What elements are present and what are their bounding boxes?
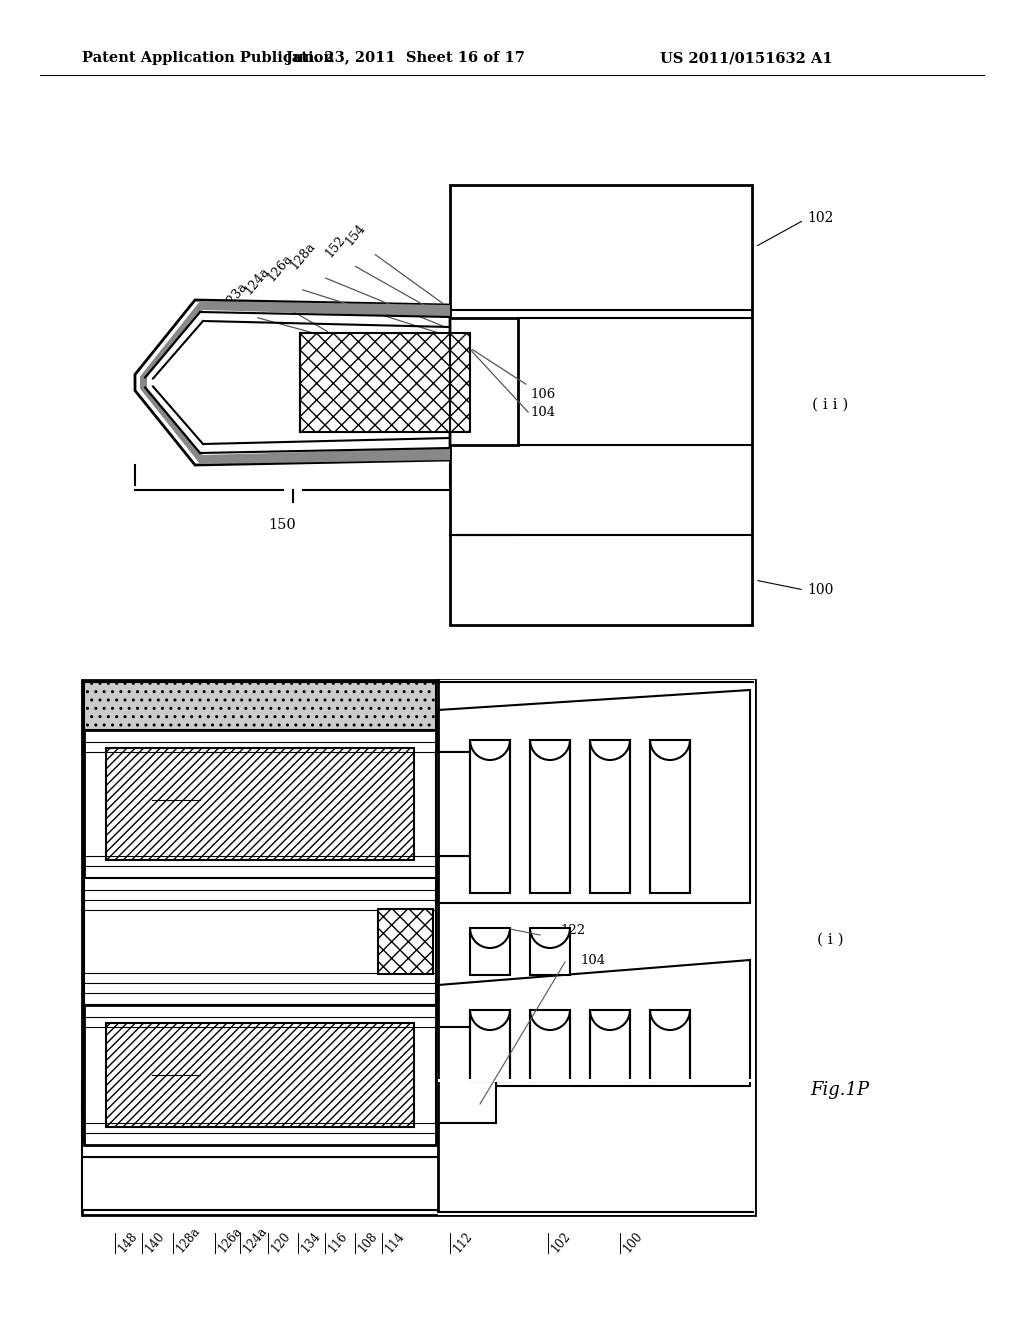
Text: 104: 104 <box>580 953 605 966</box>
Polygon shape <box>450 185 752 624</box>
Bar <box>650 741 690 894</box>
Text: 106: 106 <box>472 350 555 401</box>
Text: 148: 148 <box>116 1230 140 1255</box>
Text: 104: 104 <box>530 405 555 418</box>
Polygon shape <box>438 690 750 903</box>
Text: 100: 100 <box>621 1229 645 1255</box>
Text: 154: 154 <box>343 222 368 248</box>
Bar <box>84 1005 436 1144</box>
Text: 124a: 124a <box>241 1224 269 1255</box>
Bar <box>82 1081 755 1109</box>
Polygon shape <box>140 301 450 465</box>
Text: 150: 150 <box>268 517 296 532</box>
Text: 112: 112 <box>451 1230 475 1255</box>
Text: ( i ): ( i ) <box>817 933 844 946</box>
Bar <box>530 741 570 894</box>
Text: Patent Application Publication: Patent Application Publication <box>82 51 334 65</box>
Bar <box>438 680 755 1214</box>
Text: 120: 120 <box>269 1230 293 1255</box>
Bar <box>82 1158 755 1210</box>
Bar <box>84 730 436 878</box>
Bar <box>82 1109 755 1158</box>
Bar <box>106 1023 414 1127</box>
Text: 142: 142 <box>115 793 141 807</box>
Text: 134: 134 <box>299 1229 324 1255</box>
Bar <box>590 1010 630 1081</box>
Text: 126a: 126a <box>265 252 295 284</box>
Text: 124a: 124a <box>242 264 272 297</box>
Text: ( i i ): ( i i ) <box>812 399 848 412</box>
Bar <box>84 878 436 1005</box>
Text: Jun. 23, 2011  Sheet 16 of 17: Jun. 23, 2011 Sheet 16 of 17 <box>286 51 524 65</box>
Bar <box>470 928 510 975</box>
Text: 102: 102 <box>549 1230 573 1255</box>
Text: 116: 116 <box>326 1230 350 1255</box>
Text: US 2011/0151632 A1: US 2011/0151632 A1 <box>660 51 833 65</box>
Text: 123a: 123a <box>220 280 250 312</box>
Bar <box>436 752 473 855</box>
Bar <box>438 1078 755 1082</box>
Bar <box>470 1010 510 1081</box>
Text: 126a: 126a <box>216 1224 245 1255</box>
Bar <box>530 1010 570 1081</box>
Text: 114: 114 <box>383 1230 408 1255</box>
Text: 122: 122 <box>560 924 585 936</box>
Bar <box>84 1081 436 1140</box>
Text: Fig.1P: Fig.1P <box>810 1081 869 1100</box>
Bar <box>470 741 510 894</box>
Bar <box>378 909 433 974</box>
Text: 108: 108 <box>356 1230 380 1255</box>
Bar <box>590 741 630 894</box>
Polygon shape <box>135 300 450 465</box>
Bar <box>82 680 755 1214</box>
Bar <box>106 748 414 861</box>
Text: 140: 140 <box>143 1229 167 1255</box>
Text: 152: 152 <box>323 234 348 260</box>
Bar <box>300 333 470 432</box>
Bar <box>650 1010 690 1081</box>
Bar <box>436 752 496 855</box>
Text: 100: 100 <box>807 583 834 597</box>
Bar <box>436 1027 496 1123</box>
Bar <box>84 682 436 730</box>
Text: 128a: 128a <box>174 1225 203 1255</box>
Text: 128a: 128a <box>288 240 318 272</box>
Text: 144: 144 <box>115 1068 141 1082</box>
Text: 102: 102 <box>807 211 834 224</box>
Bar <box>530 928 570 975</box>
Polygon shape <box>438 960 750 1086</box>
